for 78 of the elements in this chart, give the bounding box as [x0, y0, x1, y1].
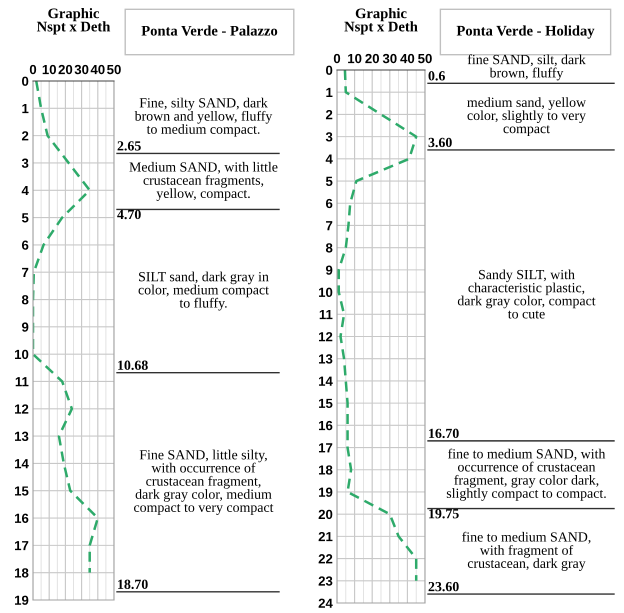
y-tick-label: 6: [326, 198, 332, 208]
y-tick-label: 20: [318, 510, 332, 520]
y-tick-label: 7: [326, 221, 332, 230]
text: fine SAND, silt, dark brown, fluffy: [468, 54, 586, 80]
y-tick-label: 15: [14, 486, 28, 496]
x-tick-label: 20: [58, 64, 72, 74]
ref-line-label: 3.60: [428, 138, 452, 148]
y-tick-label: 5: [22, 213, 28, 222]
text: fine to medium SAND, with occurrence of crustacean fragment, gray color dark, slightly compact to compact.: [446, 448, 606, 501]
y-tick-label: 7: [22, 268, 28, 277]
y-tick-label: 22: [318, 554, 332, 564]
y-tick-label: 14: [14, 459, 29, 468]
y-tick-label: 19: [14, 596, 28, 605]
chart-title: Graphic Nspt x Deth: [36, 8, 110, 34]
chart-title: Graphic Nspt x Deth: [344, 8, 418, 34]
y-tick-label: 8: [326, 243, 332, 253]
ref-line-label: 23.60: [428, 582, 459, 592]
x-tick-label: 50: [418, 54, 432, 64]
y-tick-label: 23: [318, 576, 332, 586]
x-tick-label: 0: [334, 54, 340, 64]
y-tick-label: 2: [326, 110, 332, 120]
x-tick-label: 0: [30, 64, 36, 74]
y-tick-label: 5: [326, 176, 332, 186]
x-tick-label: 10: [348, 54, 362, 64]
y-tick-label: 4: [22, 186, 29, 196]
y-tick-label: 13: [14, 432, 28, 442]
y-tick-label: 11: [16, 377, 28, 386]
y-tick-label: 18: [14, 568, 28, 578]
y-tick-label: 16: [318, 420, 332, 430]
y-tick-label: 1: [22, 104, 28, 114]
y-tick-label: 17: [14, 541, 28, 550]
y-tick-label: 1: [326, 88, 332, 97]
text: Ponta Verde - Holiday: [456, 25, 594, 39]
y-tick-label: 8: [22, 295, 28, 304]
x-tick-label: 40: [90, 64, 105, 74]
ref-line-label: 16.70: [429, 428, 459, 438]
ref-line-label: 0.6: [428, 71, 445, 81]
text: Ponta Verde - Palazzo: [141, 25, 278, 36]
ref-line-label: 10.68: [118, 360, 148, 370]
ref-line-label: 4.70: [117, 210, 141, 220]
y-tick-label: 4: [326, 154, 333, 164]
y-tick-label: 0: [22, 76, 28, 86]
x-tick-label: 30: [382, 54, 397, 64]
x-tick-label: 30: [74, 64, 88, 74]
x-tick-label: 50: [107, 64, 121, 74]
y-tick-label: 15: [318, 398, 332, 408]
y-tick-label: 6: [22, 240, 28, 250]
y-tick-label: 17: [318, 443, 332, 452]
y-tick-label: 10: [318, 288, 332, 297]
ref-line-label: 2.65: [118, 141, 141, 151]
text: medium sand, yellow color, slightly to very compact: [467, 97, 586, 136]
x-tick-label: 10: [42, 64, 56, 74]
y-tick-label: 21: [318, 532, 332, 542]
y-tick-label: 9: [326, 265, 332, 275]
y-tick-label: 9: [22, 322, 28, 332]
text: Fine, silty SAND, dark brown and yellow, fluffy to medium compact.: [134, 98, 272, 137]
ref-line-label: 19.75: [429, 509, 459, 518]
y-tick-label: 18: [318, 465, 332, 475]
y-tick-label: 2: [22, 131, 28, 140]
y-tick-label: 3: [22, 158, 28, 168]
y-tick-label: 12: [318, 332, 332, 342]
y-tick-label: 13: [318, 354, 332, 364]
text: Sandy SILT, with characteristic plastic, dark gray color, compact to cute: [458, 269, 596, 319]
y-tick-label: 10: [14, 350, 28, 360]
text: SILT sand, dark gray in color, medium compact to fluffy.: [138, 272, 269, 311]
text: Medium SAND, with little crustacean fragments, yellow, compact.: [129, 162, 278, 201]
y-tick-label: 3: [326, 132, 332, 142]
y-tick-label: 24: [318, 598, 333, 608]
x-tick-label: 40: [400, 54, 414, 64]
y-tick-label: 14: [318, 376, 333, 386]
text: Fine SAND, little silty, with occurrence of crustacean fragment, dark gray color, medium compact to very compact: [134, 450, 274, 515]
y-tick-label: 12: [14, 404, 28, 414]
text: fine to medium SAND, with fragment of crustacean, dark gray: [462, 532, 590, 571]
x-tick-label: 20: [365, 54, 379, 64]
y-tick-label: 11: [320, 310, 332, 320]
y-tick-label: 16: [14, 514, 28, 523]
y-tick-label: 19: [318, 488, 332, 497]
ref-line-label: 18.70: [118, 580, 148, 590]
